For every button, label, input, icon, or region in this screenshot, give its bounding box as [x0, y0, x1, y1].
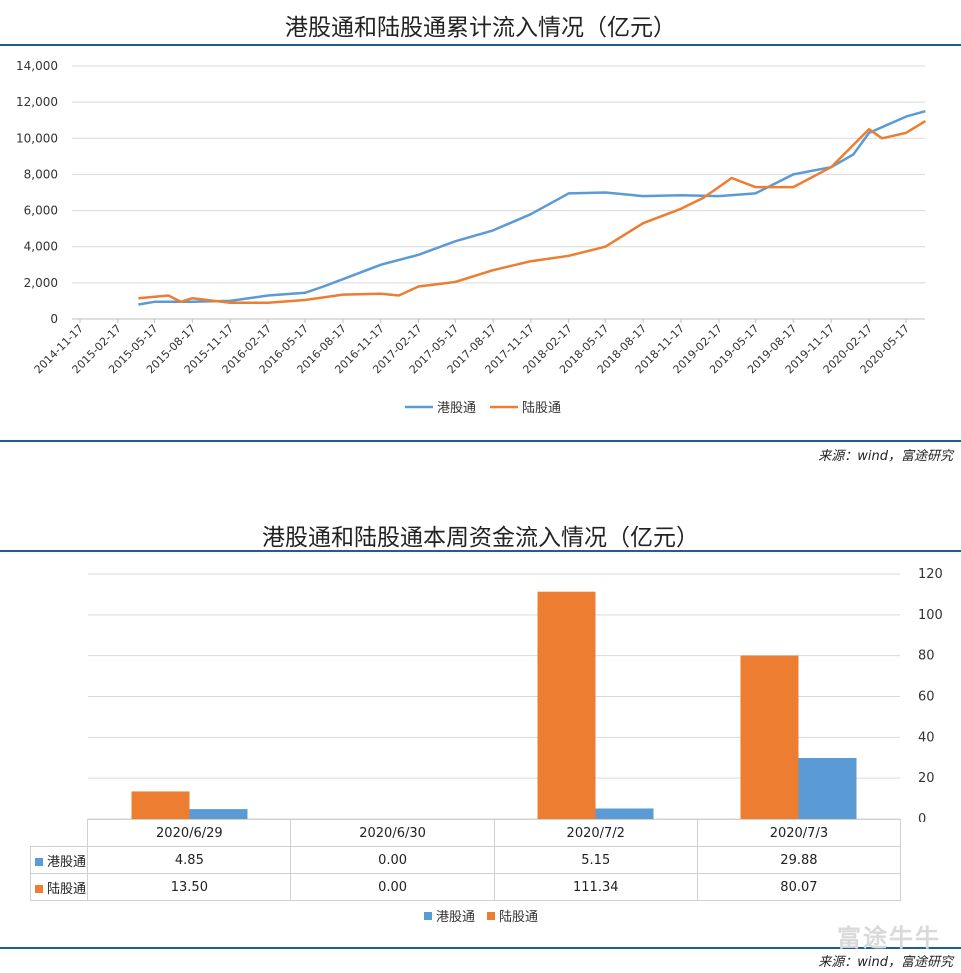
table-cell: 29.88 — [696, 846, 902, 874]
y-tick-label: 8,000 — [24, 167, 58, 181]
weekly-flow-bar-chart: 0 20 40 60 80 100 120 — [88, 567, 943, 822]
bottom-source-note: 来源：wind，富途研究 — [818, 955, 953, 970]
table-col-header: 2020/7/3 — [696, 819, 902, 847]
table-row: 港股通 4.85 0.00 5.15 29.88 — [29, 846, 902, 874]
hk-bar — [798, 757, 857, 819]
table-row: 陆股通 13.50 0.00 111.34 80.07 — [29, 873, 902, 901]
table-row-header-hk: 港股通 — [29, 846, 89, 874]
weekly-flow-data-table: 2020/6/29 2020/6/30 2020/7/2 2020/7/3 港股… — [29, 819, 902, 901]
legend-label: 港股通 — [437, 401, 476, 416]
legend-swatch — [487, 912, 495, 920]
legend-swatch — [424, 912, 432, 920]
lu-bar — [537, 591, 596, 819]
table-row-label: 港股通 — [47, 854, 87, 870]
lu-bar — [131, 791, 190, 819]
table-col-header: 2020/6/29 — [87, 819, 292, 847]
table-col-header: 2020/6/30 — [290, 819, 495, 847]
y-tick-label: 60 — [918, 690, 935, 705]
top-bottom-rule — [0, 440, 961, 442]
top-chart-title: 港股通和陆股通累计流入情况（亿元） — [285, 15, 676, 41]
y-tick-label: 4,000 — [24, 240, 58, 254]
bottom-chart-title: 港股通和陆股通本周资金流入情况（亿元） — [262, 525, 699, 551]
table-cell: 80.07 — [696, 873, 902, 901]
y-tick-label: 12,000 — [16, 95, 58, 109]
bottom-title-rule — [0, 550, 961, 552]
top-source-note: 来源：wind，富途研究 — [818, 449, 953, 464]
y-tick-label: 100 — [918, 608, 943, 623]
table-cell: 0.00 — [290, 873, 495, 901]
table-corner-cell — [30, 819, 89, 847]
table-col-header: 2020/7/2 — [493, 819, 698, 847]
y-tick-label: 20 — [918, 771, 935, 786]
y-tick-label: 0 — [918, 812, 926, 822]
y-tick-label: 80 — [918, 649, 935, 664]
y-tick-label: 40 — [918, 730, 935, 745]
table-header-row: 2020/6/29 2020/6/30 2020/7/2 2020/7/3 — [30, 819, 902, 847]
table-cell: 5.15 — [493, 846, 698, 874]
table-cell: 13.50 — [87, 873, 292, 901]
legend-label: 港股通 — [436, 910, 475, 925]
y-tick-label: 14,000 — [16, 59, 58, 73]
y-tick-label: 0 — [50, 312, 58, 326]
lu-swatch — [35, 885, 43, 893]
hk-series-line — [138, 109, 926, 306]
table-cell: 0.00 — [290, 846, 495, 874]
cumulative-flow-line-chart: 02,0004,0006,0008,00010,00012,00014,0002… — [16, 59, 926, 416]
legend-label: 陆股通 — [522, 400, 561, 416]
lu-bar — [740, 655, 799, 819]
top-title-rule — [0, 44, 961, 46]
watermark-logo: 富途牛牛 — [837, 924, 941, 952]
table-row-header-lu: 陆股通 — [29, 873, 89, 901]
table-cell: 111.34 — [493, 873, 698, 901]
lu-series-line — [138, 120, 926, 304]
hk-swatch — [35, 858, 43, 866]
y-tick-label: 6,000 — [24, 204, 58, 218]
y-tick-label: 2,000 — [24, 276, 58, 290]
legend-label: 陆股通 — [499, 909, 538, 925]
bottom-bottom-rule — [0, 947, 961, 949]
table-row-label: 陆股通 — [47, 881, 87, 897]
hk-bar — [189, 809, 248, 819]
table-cell: 4.85 — [87, 846, 292, 874]
hk-bar — [595, 808, 654, 819]
y-tick-label: 120 — [918, 567, 943, 582]
bar-chart-legend: 港股通 陆股通 — [424, 909, 538, 925]
y-tick-label: 10,000 — [16, 131, 58, 145]
